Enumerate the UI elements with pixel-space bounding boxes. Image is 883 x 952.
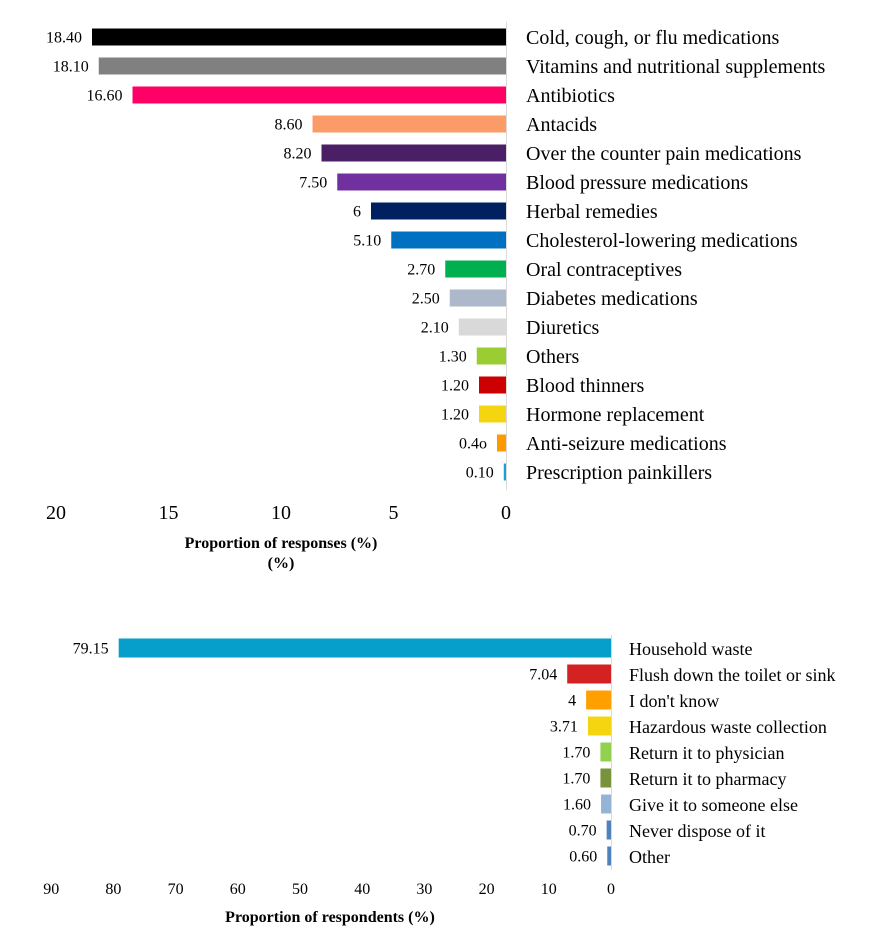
data-label: 8.60 [275, 117, 303, 134]
data-label: 6 [353, 204, 361, 221]
x-axis-title: Proportion of respondents (%) [225, 909, 435, 926]
category-label: Antacids [526, 114, 597, 136]
bar [92, 28, 506, 46]
bar [118, 638, 611, 658]
bar [567, 664, 611, 684]
category-label: Give it to someone else [629, 795, 798, 815]
x-tick-label: 30 [416, 881, 432, 898]
category-label: Diuretics [526, 317, 600, 339]
x-tick-label: 20 [479, 881, 495, 898]
category-label: Antibiotics [526, 85, 615, 107]
bar [601, 794, 611, 814]
bar [600, 742, 611, 762]
bar [607, 846, 611, 866]
data-label: 1.70 [562, 771, 590, 788]
bar [391, 231, 506, 249]
x-tick-label: 15 [159, 502, 179, 524]
data-label: 5.10 [353, 233, 381, 250]
category-label: Anti-seizure medications [526, 433, 727, 455]
x-tick-label: 10 [271, 502, 291, 524]
data-label: 2.50 [412, 291, 440, 308]
x-tick-label: 90 [43, 881, 59, 898]
x-axis-title-line2: (%) [268, 555, 295, 572]
category-label: Never dispose of it [629, 821, 765, 841]
category-label: Blood thinners [526, 375, 645, 397]
x-tick-label: 5 [389, 502, 399, 524]
category-label: Hormone replacement [526, 404, 705, 426]
data-label: 0.70 [569, 823, 597, 840]
data-label: 0.4o [459, 436, 487, 453]
bar [458, 318, 506, 336]
data-label: 0.60 [569, 849, 597, 866]
bar [321, 144, 506, 162]
category-label: Oral contraceptives [526, 259, 682, 281]
category-label: Return it to pharmacy [629, 769, 786, 789]
x-tick-label: 80 [105, 881, 121, 898]
data-label: 1.30 [439, 349, 467, 366]
bar [98, 57, 506, 75]
category-label: Prescription painkillers [526, 462, 712, 484]
bar [337, 173, 506, 191]
chart-disposal-methods: 79.15 Household waste 7.04 Flush down the t… [43, 635, 836, 926]
bar [312, 115, 506, 133]
category-label: Household waste [629, 639, 752, 659]
bar [600, 768, 611, 788]
data-label: 16.60 [87, 88, 123, 105]
category-label: Flush down the toilet or sink [629, 665, 836, 685]
bar [503, 463, 506, 481]
category-label: Blood pressure medications [526, 172, 748, 194]
data-label: 4 [568, 693, 576, 710]
bar [479, 405, 506, 423]
category-label: Vitamins and nutritional supplements [526, 56, 826, 78]
data-label: 7.04 [529, 667, 557, 684]
data-label: 1.70 [562, 745, 590, 762]
category-label: Cold, cough, or flu medications [526, 27, 780, 49]
x-tick-label: 0 [501, 502, 511, 524]
x-tick-label: 10 [541, 881, 557, 898]
category-label: Others [526, 346, 580, 368]
category-label: Return it to physician [629, 743, 784, 763]
category-label: Over the counter pain medications [526, 143, 802, 165]
category-label: Other [629, 847, 670, 867]
bar [132, 86, 506, 104]
x-tick-label: 70 [168, 881, 184, 898]
category-label: Cholesterol-lowering medications [526, 230, 798, 252]
x-axis-title: Proportion of responses (%) [185, 535, 378, 552]
x-tick-label: 0 [607, 881, 615, 898]
data-label: 0.10 [466, 465, 494, 482]
data-label: 18.40 [46, 30, 82, 47]
category-label: Diabetes medications [526, 288, 698, 310]
bar [479, 376, 506, 394]
data-label: 2.10 [421, 320, 449, 337]
bar [586, 690, 611, 710]
data-label: 79.15 [73, 641, 109, 658]
data-label: 3.71 [550, 719, 578, 736]
bar [587, 716, 611, 736]
bar [371, 202, 506, 220]
data-label: 1.20 [441, 378, 469, 395]
chart-medications-used: 18.40 Cold, cough, or flu medications 18.1… [46, 22, 826, 572]
x-tick-label: 20 [46, 502, 66, 524]
x-tick-label: 50 [292, 881, 308, 898]
data-label: 2.70 [407, 262, 435, 279]
x-tick-label: 40 [354, 881, 370, 898]
data-label: 1.60 [563, 797, 591, 814]
bar [449, 289, 506, 307]
data-label: 18.10 [53, 59, 89, 76]
bar [497, 434, 506, 452]
bar [476, 347, 506, 365]
bar [445, 260, 506, 278]
category-label: Hazardous waste collection [629, 717, 827, 737]
data-label: 1.20 [441, 407, 469, 424]
category-label: Herbal remedies [526, 201, 658, 223]
data-label: 8.20 [284, 146, 312, 163]
bar [606, 820, 611, 840]
x-tick-label: 60 [230, 881, 246, 898]
data-label: 7.50 [299, 175, 327, 192]
category-label: I don't know [629, 691, 719, 711]
